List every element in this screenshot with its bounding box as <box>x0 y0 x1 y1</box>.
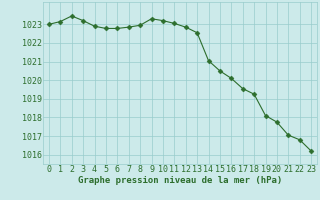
X-axis label: Graphe pression niveau de la mer (hPa): Graphe pression niveau de la mer (hPa) <box>78 176 282 185</box>
